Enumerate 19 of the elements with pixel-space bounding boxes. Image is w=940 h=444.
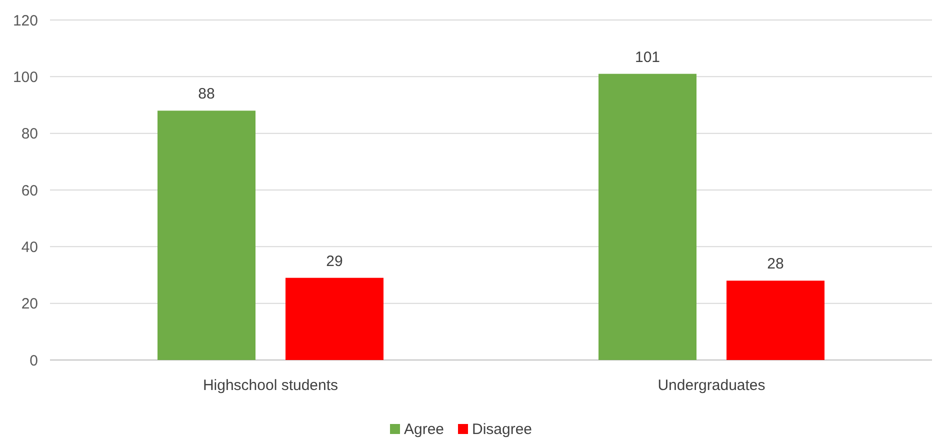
data-label: 101 (634, 48, 660, 66)
bar (726, 280, 824, 360)
y-tick-label: 0 (30, 352, 38, 370)
data-label: 88 (198, 86, 215, 103)
y-tick-label: 40 (21, 238, 38, 256)
x-tick-label: Undergraduates (658, 377, 766, 394)
y-tick-label: 20 (21, 296, 38, 313)
legend-label: Disagree (472, 421, 532, 438)
y-tick-label: 100 (12, 68, 38, 86)
legend-label: Agree (404, 421, 444, 438)
bar (158, 110, 256, 360)
bar (598, 74, 696, 360)
data-label: 28 (767, 256, 784, 273)
bar (286, 278, 384, 360)
y-tick-label: 60 (21, 182, 38, 200)
x-tick-label: Highschool students (202, 377, 338, 394)
y-tick-label: 120 (12, 12, 38, 30)
data-label: 29 (326, 252, 343, 270)
y-tick-label: 80 (21, 126, 38, 143)
